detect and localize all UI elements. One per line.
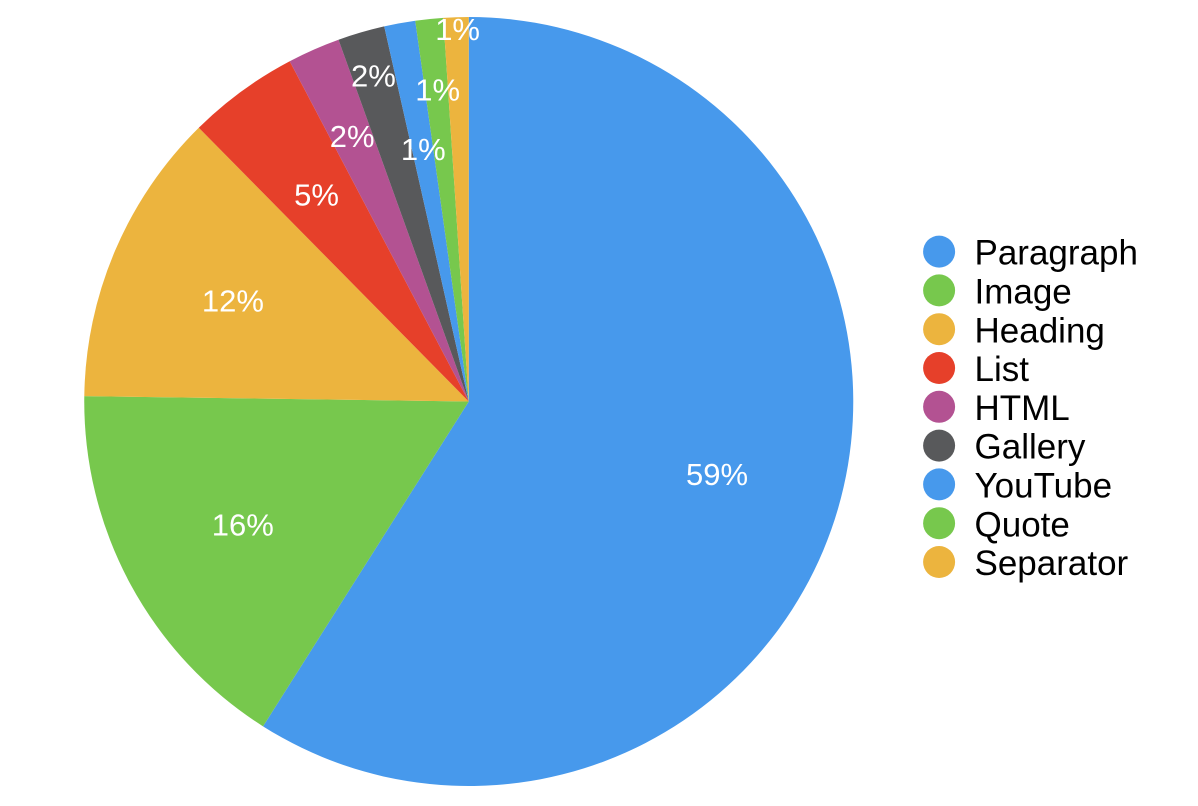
svg-text:59%: 59% (686, 457, 748, 492)
svg-text:2%: 2% (351, 58, 396, 93)
svg-text:12%: 12% (202, 283, 264, 318)
svg-text:1%: 1% (435, 12, 480, 47)
svg-text:Paragraph: Paragraph (975, 234, 1138, 273)
svg-text:2%: 2% (330, 119, 375, 154)
svg-text:1%: 1% (401, 132, 446, 167)
svg-text:HTML: HTML (975, 389, 1070, 428)
svg-text:List: List (975, 350, 1030, 389)
svg-text:5%: 5% (294, 178, 339, 213)
svg-text:Gallery: Gallery (975, 428, 1086, 467)
svg-text:Heading: Heading (975, 311, 1105, 350)
svg-text:Quote: Quote (975, 505, 1070, 544)
svg-text:Separator: Separator (975, 544, 1129, 583)
svg-text:1%: 1% (415, 72, 460, 107)
svg-text:Image: Image (975, 273, 1072, 312)
svg-text:16%: 16% (212, 507, 274, 542)
svg-text:YouTube: YouTube (975, 467, 1113, 506)
